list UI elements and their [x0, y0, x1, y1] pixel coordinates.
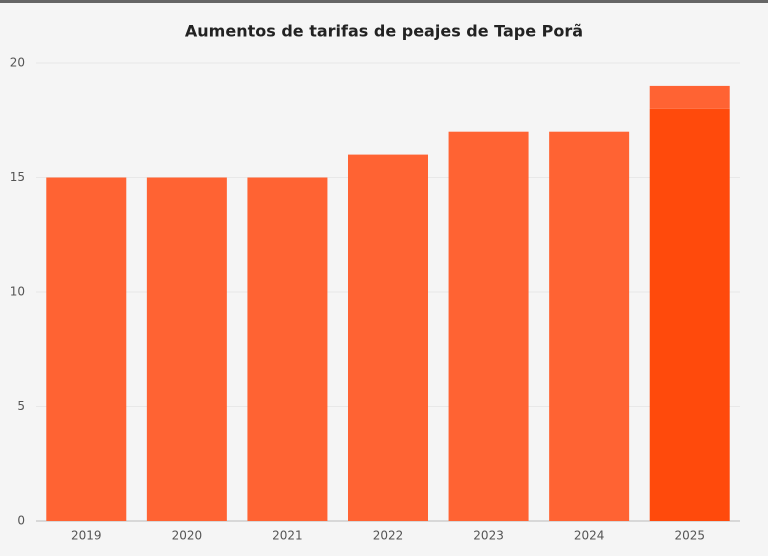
y-tick-label: 10 [10, 285, 25, 299]
top-border [0, 0, 768, 3]
bar [247, 177, 328, 521]
x-tick-label: 2019 [71, 529, 102, 543]
bar [46, 177, 127, 521]
x-tick-label: 2020 [172, 529, 203, 543]
y-tick-label: 15 [10, 170, 25, 184]
x-tick-label: 2022 [373, 529, 404, 543]
x-tick-label: 2021 [272, 529, 303, 543]
x-tick-label: 2023 [473, 529, 504, 543]
y-tick-label: 0 [17, 514, 25, 528]
bar [549, 131, 630, 521]
x-tick-label: 2025 [674, 529, 705, 543]
bar [146, 177, 227, 521]
bar [649, 85, 730, 109]
bar [348, 154, 428, 521]
chart-title: Aumentos de tarifas de peajes de Tape Po… [185, 22, 583, 41]
y-tick-label: 5 [17, 399, 25, 413]
bar [448, 131, 529, 521]
bar [649, 108, 730, 522]
x-tick-label: 2024 [574, 529, 605, 543]
y-tick-label: 20 [10, 56, 25, 70]
